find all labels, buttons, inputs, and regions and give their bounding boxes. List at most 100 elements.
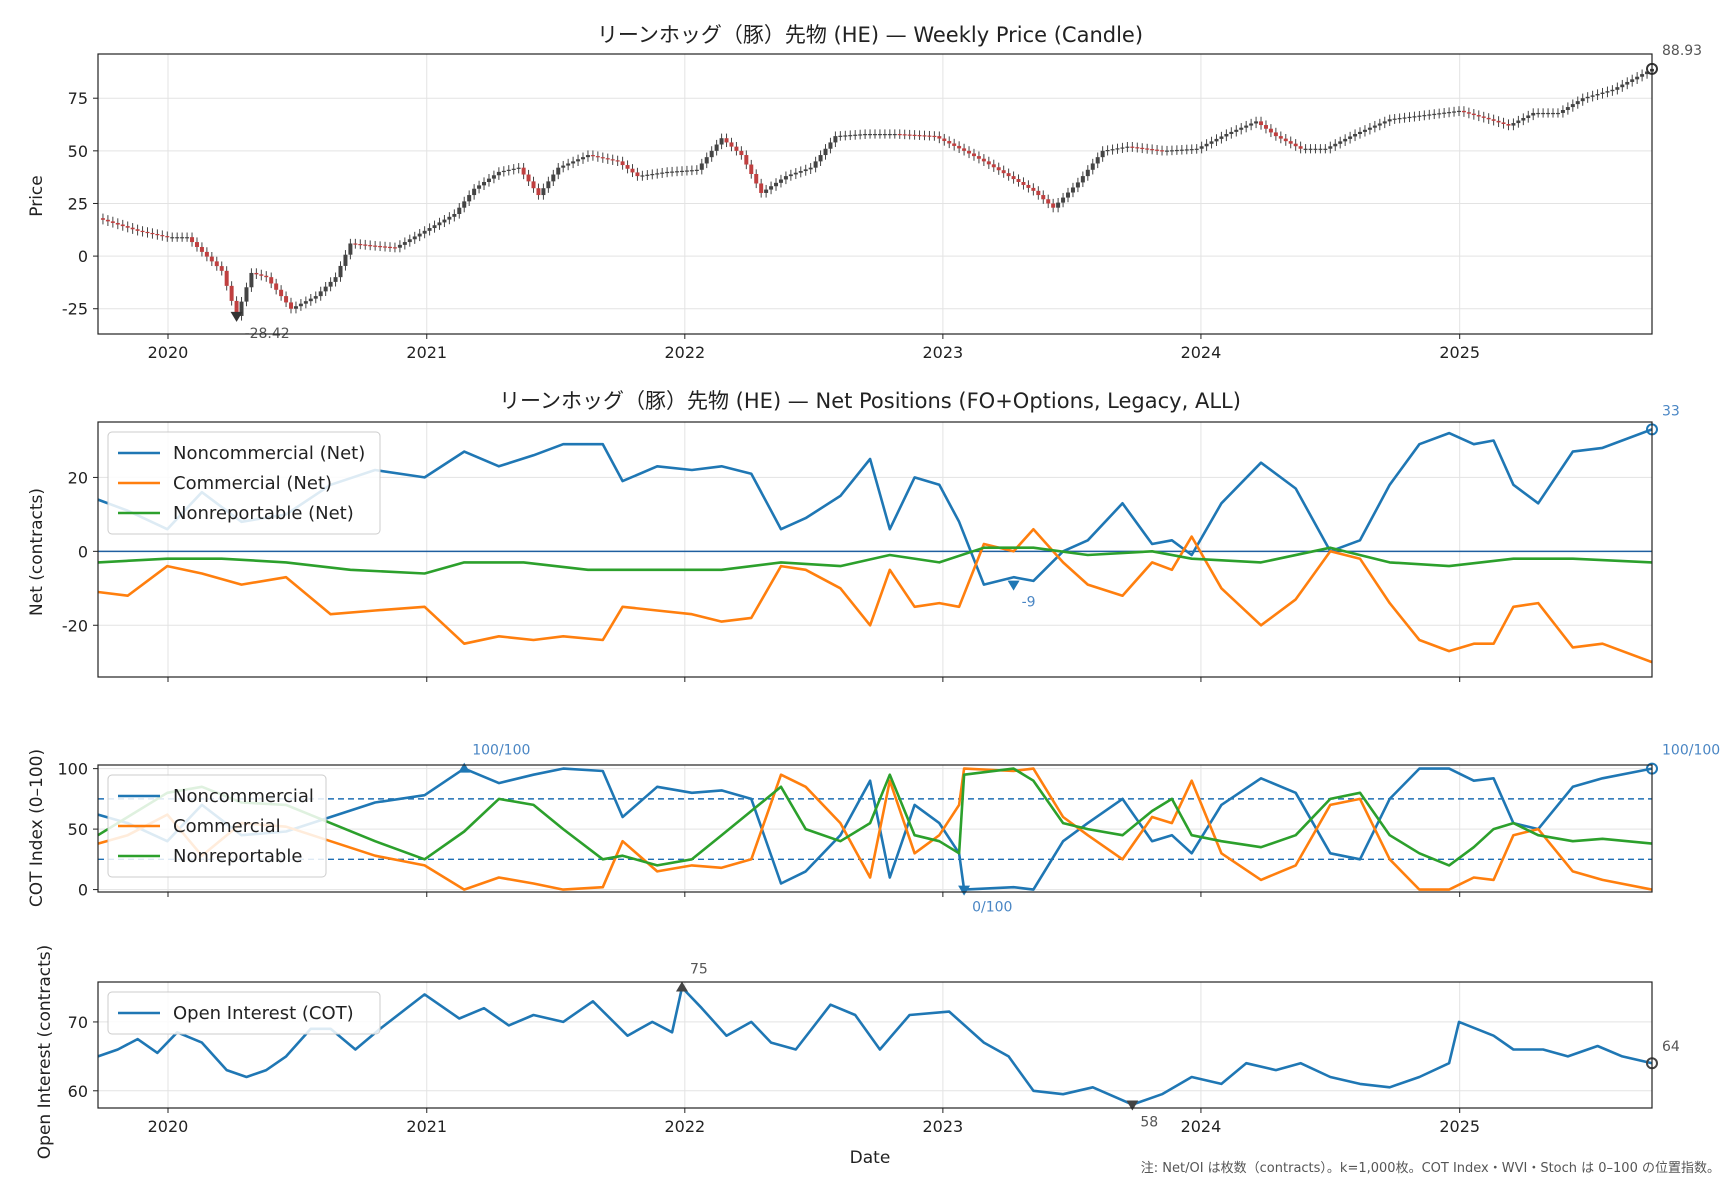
candle-body (180, 237, 185, 239)
y-tick-label: 60 (68, 1082, 88, 1101)
candle-body (838, 135, 843, 137)
candle-body (229, 285, 234, 301)
x-tick-label: 2021 (406, 343, 447, 362)
candle-body (100, 218, 105, 220)
candle-body (190, 237, 195, 243)
candle-body (130, 227, 135, 230)
candle-body (1407, 116, 1412, 119)
candle-body (957, 145, 962, 149)
candle-body (1452, 111, 1457, 113)
candle-body (684, 170, 689, 172)
candle-body (724, 138, 729, 143)
candle-body (546, 181, 551, 189)
candle-body (1120, 147, 1125, 149)
candle-body (511, 168, 516, 170)
candle-body (298, 303, 303, 307)
candle-body (640, 175, 645, 177)
candle-body (1367, 127, 1372, 130)
candle-body (1140, 147, 1145, 150)
candle-body (1605, 91, 1610, 93)
candle-body (1466, 112, 1471, 114)
candle-body (194, 242, 199, 247)
candle-body (1169, 150, 1174, 152)
date-x-axis-label: Date (850, 1148, 891, 1168)
candle-body (204, 251, 209, 257)
candle-body (818, 155, 823, 162)
candle-body (1070, 187, 1075, 193)
candle-body (1090, 163, 1095, 170)
candle-body (1456, 110, 1461, 113)
candle-body (917, 135, 922, 137)
candle-body (605, 158, 610, 160)
candle-body (1600, 92, 1605, 94)
candle-body (1125, 146, 1130, 148)
candle-body (501, 170, 506, 173)
last-value-label: 88.93 (1662, 43, 1702, 59)
candle-body (675, 171, 680, 173)
candle-body (363, 244, 368, 246)
candle-body (155, 234, 160, 236)
panel-1: 2020 2021 2022 2023 2024 2025-250255075-28.42… (62, 43, 1702, 362)
candle-body (477, 185, 482, 189)
x-tick-label: 2024 (1181, 1117, 1222, 1136)
candle-body (521, 167, 526, 175)
axes-frame (97, 421, 1653, 678)
candle-body (1219, 136, 1224, 139)
candle-body (239, 301, 244, 316)
candle-body (244, 287, 249, 302)
last-value-label: 100/100 (1662, 743, 1720, 759)
candle-body (892, 134, 897, 136)
y-tick-label: -20 (62, 616, 88, 635)
candle-body (1031, 187, 1036, 191)
candle-body (1328, 146, 1333, 149)
cot-index-y-axis-label: COT Index (0–100) (27, 749, 47, 907)
candle-body (249, 272, 254, 288)
candle-body (1333, 143, 1338, 147)
candle-body (734, 146, 739, 151)
candle-body (1531, 112, 1536, 116)
candle-body (1387, 119, 1392, 122)
candle-body (585, 155, 590, 158)
candle-body (1155, 149, 1160, 151)
candle-body (496, 171, 501, 176)
candle-body (1214, 138, 1219, 142)
candle-body (719, 138, 724, 145)
candle-body (922, 135, 927, 137)
candle-body (289, 302, 294, 309)
candle-body (927, 135, 932, 137)
legend: Noncommercial Commercial Nonreportable (107, 774, 327, 878)
candle-body (1209, 141, 1214, 144)
candle-body (907, 134, 912, 136)
candle-body (531, 181, 536, 189)
x-tick-label: 2023 (923, 343, 964, 362)
panel-3: 0 50 100 100/100 0/100 100/100 Noncommercial Co… (57, 743, 1720, 916)
y-tick-label: -25 (62, 300, 88, 319)
candle-body (630, 168, 635, 173)
candle-body (1056, 202, 1061, 208)
series-line-nonreportable-net- (97, 546, 1653, 575)
candle-body (536, 188, 541, 196)
candle-body (452, 214, 457, 217)
candle-body (1224, 134, 1229, 137)
candle-body (788, 174, 793, 177)
candle-body (1437, 113, 1442, 115)
candle-body (877, 134, 882, 136)
candle-body (655, 173, 660, 175)
max-marker (458, 762, 471, 773)
candle-body (254, 272, 259, 275)
candle-body (670, 171, 675, 173)
candle-body (1353, 134, 1358, 137)
candle-body (1615, 87, 1620, 90)
x-tick-label: 2025 (1439, 343, 1480, 362)
candle-body (323, 286, 328, 292)
net-y-axis-label: Net (contracts) (27, 488, 47, 616)
candle-body (1145, 148, 1150, 150)
candle-body (387, 246, 392, 249)
candle-body (115, 222, 120, 225)
candle-body (823, 148, 828, 156)
candle-body (1412, 116, 1417, 118)
candle-body (714, 144, 719, 151)
candle-body (778, 179, 783, 183)
candle-body (1026, 184, 1031, 188)
candle-body (383, 246, 388, 248)
